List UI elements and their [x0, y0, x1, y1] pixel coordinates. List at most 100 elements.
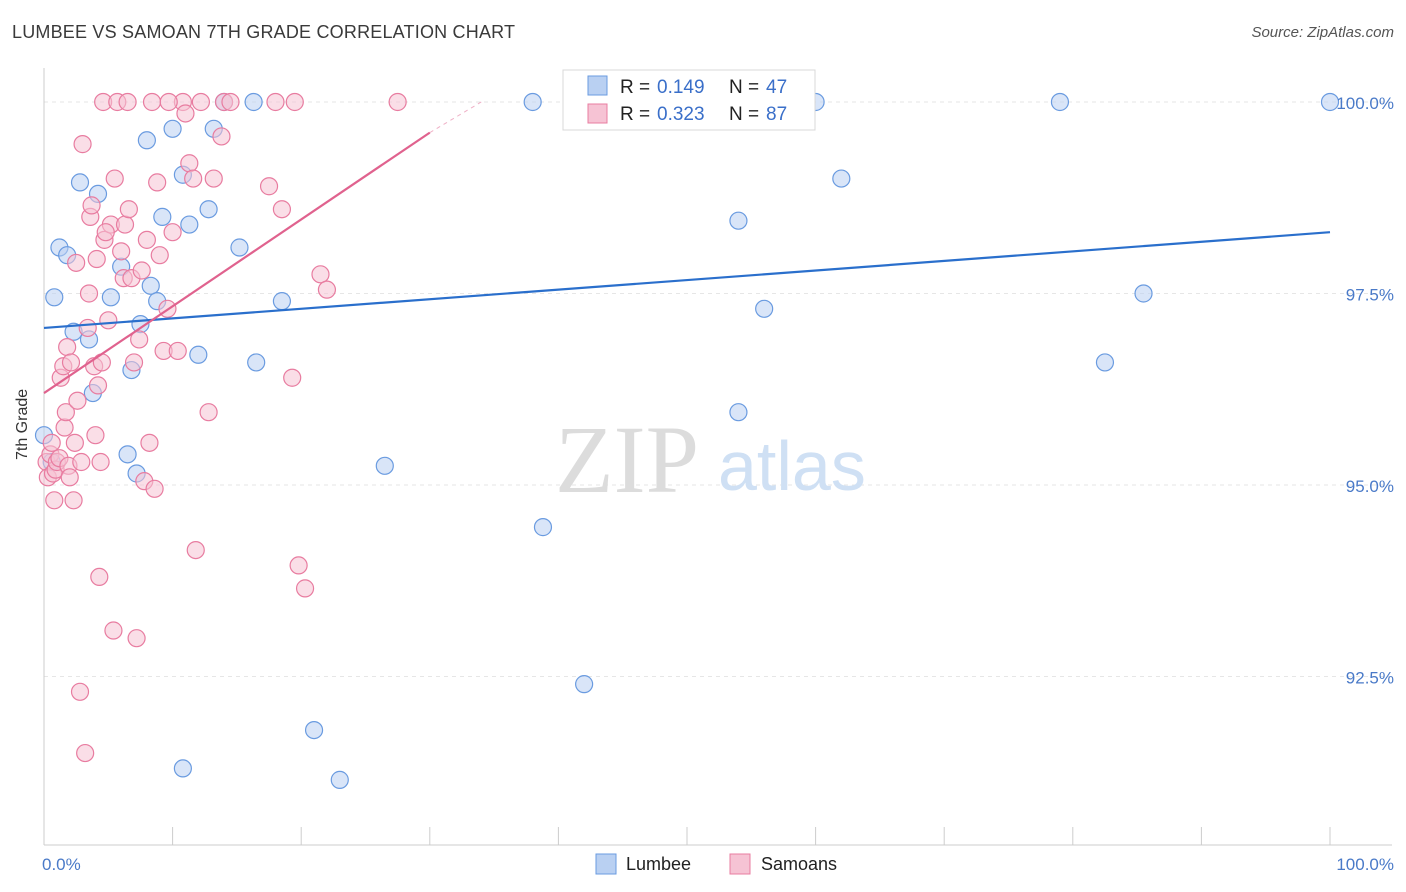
- data-point-samoans: [145, 479, 164, 498]
- data-point-lumbee: [533, 518, 553, 537]
- data-point-samoans: [186, 540, 205, 560]
- data-point-lumbee: [230, 238, 249, 257]
- data-point-samoans: [87, 249, 106, 269]
- data-point-samoans: [317, 280, 337, 299]
- data-point-samoans: [104, 621, 123, 640]
- data-point-samoans: [42, 433, 61, 452]
- data-point-lumbee: [118, 445, 137, 464]
- data-point-lumbee: [729, 403, 748, 422]
- data-point-samoans: [130, 330, 149, 349]
- data-point-samoans: [72, 452, 91, 472]
- chart-source: Source: ZipAtlas.com: [1251, 24, 1394, 41]
- trend-line-lumbee: [43, 231, 1331, 330]
- data-point-lumbee: [247, 353, 266, 372]
- data-point-samoans: [266, 92, 285, 112]
- data-point-lumbee: [729, 211, 748, 230]
- data-point-lumbee: [523, 92, 542, 112]
- bottom-legend-label-lumbee: Lumbee: [626, 854, 691, 874]
- bottom-legend-label-samoans: Samoans: [761, 854, 837, 874]
- y-tick-label: 92.5%: [1346, 668, 1394, 687]
- data-point-samoans: [119, 200, 138, 219]
- data-point-lumbee: [45, 288, 64, 307]
- data-point-lumbee: [832, 169, 851, 188]
- data-point-samoans: [58, 338, 77, 357]
- data-point-samoans: [142, 92, 162, 112]
- data-point-samoans: [68, 391, 87, 410]
- trend-lines: [43, 101, 1331, 394]
- legend-lumbee-n-value: 47: [766, 77, 787, 98]
- legend-samoans-n-label: N =: [729, 104, 759, 125]
- data-point-samoans: [180, 154, 199, 173]
- data-point-samoans: [137, 230, 156, 249]
- data-point-samoans: [88, 376, 108, 395]
- data-point-samoans: [272, 200, 292, 219]
- data-point-samoans: [118, 92, 137, 112]
- data-point-samoans: [56, 403, 75, 422]
- chart-title: LUMBEE VS SAMOAN 7TH GRADE CORRELATION C…: [12, 22, 516, 42]
- data-point-lumbee: [1134, 284, 1153, 303]
- data-point-lumbee: [375, 456, 394, 475]
- data-point-samoans: [259, 177, 279, 196]
- legend-swatch-lumbee: [587, 75, 608, 96]
- x-tick-label-max: 100.0%: [1336, 855, 1394, 874]
- data-point-samoans: [221, 92, 240, 112]
- data-point-samoans: [60, 468, 79, 487]
- data-point-samoans: [64, 491, 83, 510]
- data-point-samoans: [45, 491, 64, 510]
- data-point-samoans: [96, 223, 115, 242]
- data-point-samoans: [148, 173, 167, 192]
- watermark: ZIP atlas: [555, 406, 866, 513]
- y-tick-label: 95.0%: [1346, 477, 1394, 496]
- data-point-samoans: [311, 265, 330, 284]
- data-point-samoans: [112, 242, 131, 261]
- data-point-samoans: [388, 92, 407, 112]
- data-point-samoans: [127, 629, 146, 648]
- gridlines: [44, 101, 1392, 677]
- legend-lumbee-n-label: N =: [729, 77, 759, 98]
- data-point-lumbee: [272, 292, 292, 311]
- data-point-samoans: [199, 403, 218, 422]
- data-point-lumbee: [755, 299, 774, 318]
- data-point-samoans: [67, 253, 86, 272]
- legend-samoans-r-label: R =: [620, 104, 650, 125]
- data-point-lumbee: [199, 200, 218, 219]
- data-point-samoans: [91, 452, 110, 472]
- data-point-samoans: [82, 196, 101, 215]
- data-point-samoans: [163, 223, 182, 242]
- data-point-samoans: [184, 169, 203, 188]
- data-point-samoans: [90, 567, 109, 587]
- data-point-lumbee: [1050, 92, 1070, 112]
- data-point-samoans: [168, 341, 187, 361]
- data-point-samoans: [70, 682, 90, 701]
- data-point-samoans: [150, 246, 169, 265]
- data-point-lumbee: [575, 675, 594, 694]
- data-point-samoans: [73, 135, 92, 154]
- legend-lumbee-r-label: R =: [620, 77, 650, 98]
- data-point-samoans: [289, 556, 308, 575]
- data-point-lumbee: [173, 759, 192, 778]
- legend-swatch-samoans: [587, 103, 608, 124]
- bottom-legend-swatch-samoans: [729, 853, 751, 875]
- data-point-lumbee: [180, 215, 199, 234]
- legend-samoans-n-value: 87: [766, 104, 787, 125]
- data-point-lumbee: [153, 207, 172, 226]
- data-point-samoans: [124, 353, 144, 372]
- data-point-lumbee: [141, 276, 160, 295]
- data-point-samoans: [191, 92, 210, 112]
- data-point-samoans: [283, 368, 302, 387]
- legend-lumbee-r-value: 0.149: [657, 77, 705, 98]
- data-point-lumbee: [244, 92, 263, 112]
- y-tick-labels: 100.0% 97.5% 95.0% 92.5%: [1336, 94, 1394, 687]
- data-point-samoans: [76, 743, 95, 763]
- x-tick-label-min: 0.0%: [42, 855, 81, 874]
- watermark-zip: ZIP: [555, 406, 699, 513]
- data-point-samoans: [86, 426, 105, 445]
- series-legend: Lumbee Samoans: [595, 853, 837, 875]
- data-point-samoans: [176, 104, 195, 123]
- data-point-lumbee: [163, 119, 182, 138]
- y-tick-label: 100.0%: [1336, 94, 1394, 113]
- data-point-samoans: [115, 215, 135, 234]
- data-point-samoans: [99, 311, 118, 330]
- data-point-samoans: [212, 127, 231, 146]
